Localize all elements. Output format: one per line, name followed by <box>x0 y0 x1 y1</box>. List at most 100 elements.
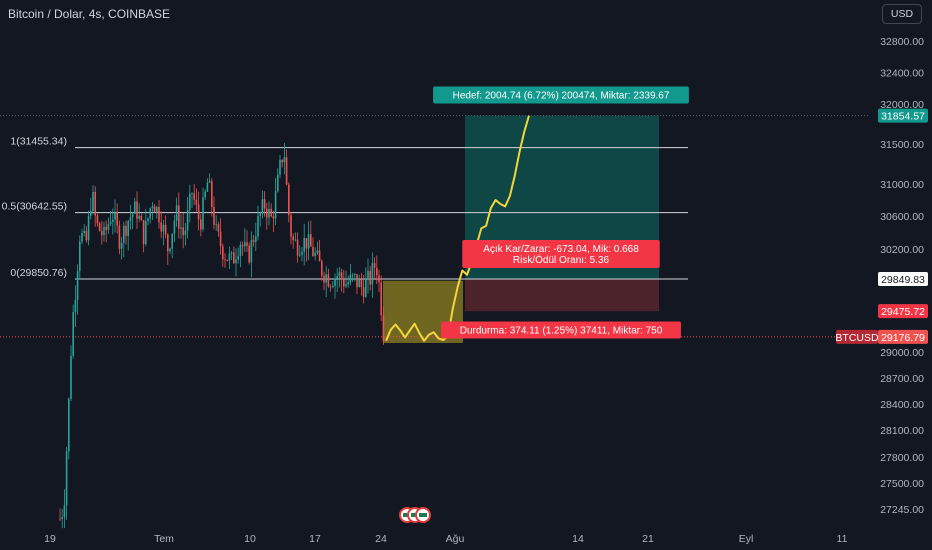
candle-body <box>131 213 134 218</box>
candle-body <box>358 279 360 288</box>
candle-body <box>134 201 136 214</box>
price-tick: 31000.00 <box>880 179 924 191</box>
fib-label: 0(29850.76) <box>10 267 67 279</box>
candle-body <box>261 199 264 214</box>
candle-body <box>101 230 103 236</box>
candle-body <box>200 219 202 230</box>
candle-body <box>312 246 314 256</box>
price-tick: 32400.00 <box>880 68 924 80</box>
candle-body <box>299 254 301 256</box>
candle-body <box>195 199 198 205</box>
candle-body <box>296 239 299 256</box>
price-badge-target <box>878 108 928 123</box>
projection-line <box>385 115 530 342</box>
fib-label: 0.5(30642.55) <box>2 201 67 213</box>
candle-body <box>74 299 77 313</box>
candle-body <box>204 191 206 198</box>
candle-body <box>127 221 129 236</box>
projection <box>385 115 530 342</box>
time-tick: 10 <box>244 533 256 545</box>
candle-body <box>373 263 376 268</box>
candle-body <box>349 274 352 283</box>
candle-body <box>114 212 116 220</box>
candle-body <box>268 208 270 218</box>
stop-label: Durdurma: 374.11 (1.25%) 37411, Miktar: … <box>460 326 663 337</box>
candle-body <box>94 192 96 216</box>
candle-body <box>211 180 213 208</box>
price-badge-stop <box>878 304 928 319</box>
event-icons[interactable] <box>399 507 431 523</box>
candle-body <box>206 182 209 192</box>
candle-body <box>283 157 286 163</box>
pnl-label: Açık Kar/Zarar: -673.04, Mik: 0.668 <box>483 244 639 255</box>
candle-body <box>241 244 244 247</box>
candle-body <box>153 206 156 213</box>
candle-body <box>109 221 112 225</box>
time-tick: Eyl <box>739 533 754 545</box>
candle-body <box>96 215 99 224</box>
candle-body <box>244 242 246 247</box>
price-tick: 28100.00 <box>880 425 924 437</box>
candle-body <box>189 193 191 211</box>
candles <box>59 143 385 529</box>
candle-body <box>107 224 110 230</box>
candle-body <box>171 233 173 249</box>
candle-body <box>327 274 330 287</box>
time-tick: 17 <box>309 533 321 545</box>
candle-body <box>173 220 176 234</box>
candle-body <box>255 236 257 242</box>
time-tick: 24 <box>375 533 387 545</box>
candle-body <box>292 236 294 241</box>
price-tick: 32800.00 <box>880 36 924 48</box>
candle-body <box>158 207 160 223</box>
candle-body <box>230 252 233 254</box>
time-axis[interactable]: 19 Tem 10 17 24 Ağu 14 21 Eyl 11 <box>44 533 847 545</box>
candle-body <box>103 226 105 236</box>
candle-body <box>87 215 90 241</box>
candle-body <box>208 180 211 183</box>
candle-body <box>285 157 288 185</box>
candle-body <box>378 275 380 283</box>
candle-body <box>336 276 338 279</box>
candle-body <box>310 234 312 247</box>
candle-body <box>338 272 341 277</box>
currency-button[interactable]: USD <box>882 4 922 24</box>
time-tick: Ağu <box>446 533 465 545</box>
candle-body <box>371 263 374 285</box>
candle-body <box>290 215 292 237</box>
candle-body <box>116 212 118 226</box>
candle-body <box>356 274 358 288</box>
candle-body <box>112 219 114 222</box>
price-badge-entry <box>878 272 928 287</box>
time-tick: 14 <box>572 533 584 545</box>
time-tick: 21 <box>642 533 654 545</box>
price-axis[interactable]: 32800.00 32400.00 32000.00 31500.00 31000.00… <box>880 36 924 516</box>
candle-body <box>259 213 261 216</box>
candle-body <box>140 215 143 221</box>
loss-zone <box>465 279 659 312</box>
price-tick: 27245.00 <box>880 504 924 516</box>
candle-body <box>376 267 378 276</box>
candle-body <box>83 230 85 233</box>
candle-body <box>369 270 371 285</box>
event-flag-icon[interactable] <box>415 507 431 523</box>
candle-body <box>125 225 127 236</box>
price-badge-text: 29849.83 <box>881 274 925 286</box>
candle-body <box>81 232 83 242</box>
candle-body <box>98 223 101 231</box>
candle-body <box>72 312 74 356</box>
position-labels: Hedef: 2004.74 (6.72%) 200474, Miktar: 2… <box>433 86 689 339</box>
candle-body <box>323 275 325 283</box>
candle-body <box>237 255 239 260</box>
candle-body <box>202 197 204 230</box>
candle-body <box>305 238 308 249</box>
candle-body <box>219 231 222 247</box>
candle-body <box>136 201 138 219</box>
candle-body <box>277 174 279 192</box>
candle-body <box>180 227 182 229</box>
candle-body <box>303 238 305 252</box>
candle-body <box>184 230 187 236</box>
candle-body <box>334 278 336 287</box>
candle-body <box>351 274 354 276</box>
